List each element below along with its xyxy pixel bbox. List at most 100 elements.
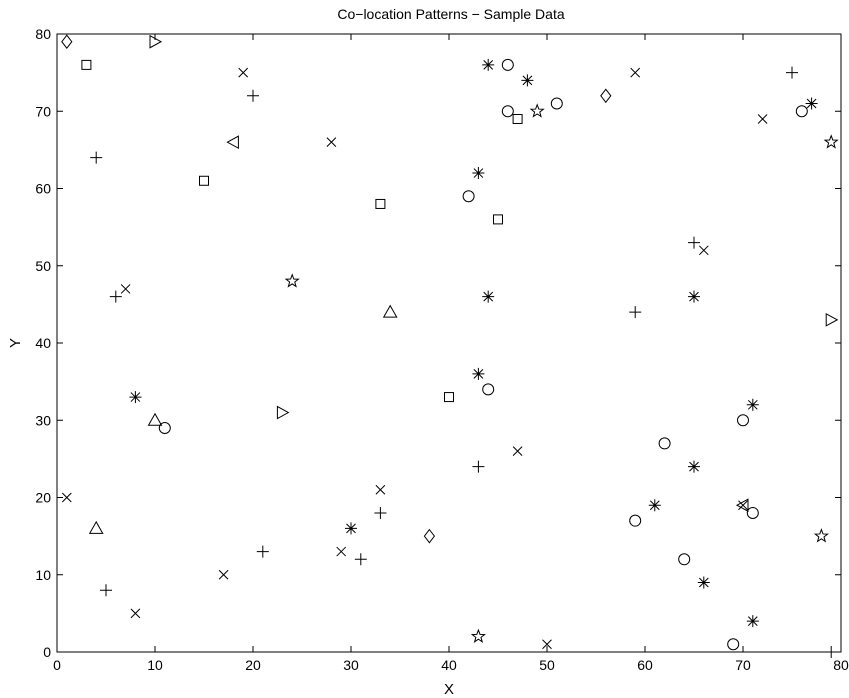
x-marker [120, 284, 131, 294]
circle-marker [550, 97, 563, 110]
star-marker [472, 367, 485, 380]
plus-marker [354, 553, 367, 566]
x-marker [630, 67, 641, 78]
x-tick-label: 70 [735, 657, 751, 673]
diamond-marker [61, 34, 73, 50]
star-marker [482, 58, 495, 71]
triangle-left-marker [735, 498, 749, 513]
circle-marker [737, 414, 749, 427]
pentagram-marker [529, 103, 545, 118]
y-tick-label: 20 [35, 490, 51, 506]
y-tick-label: 50 [35, 258, 51, 274]
plus-marker [688, 236, 700, 249]
x-tick-label: 80 [833, 657, 849, 673]
star-marker [129, 391, 142, 404]
star-marker [697, 576, 710, 589]
plus-marker [374, 506, 387, 519]
x-tick-label: 0 [53, 657, 61, 673]
x-marker [326, 137, 337, 148]
x-tick-label: 10 [147, 657, 163, 673]
y-tick-label: 0 [43, 644, 51, 660]
square-marker [512, 113, 523, 124]
plus-marker [109, 290, 122, 303]
square-marker [444, 392, 454, 403]
star-marker [482, 290, 495, 303]
plus-marker [90, 151, 103, 164]
x-marker [542, 639, 552, 650]
plus-marker [100, 584, 112, 597]
data-markers [61, 34, 839, 658]
x-tick-label: 40 [441, 657, 457, 673]
square-marker [375, 198, 386, 209]
plus-marker [256, 545, 269, 558]
y-tick-label: 10 [35, 567, 51, 583]
x-marker [130, 608, 141, 619]
circle-marker [462, 190, 475, 203]
triangle-left-marker [226, 135, 239, 149]
pentagram-marker [284, 273, 300, 288]
triangle-up-marker [147, 412, 163, 426]
diamond-marker [600, 88, 612, 104]
circle-marker [727, 638, 740, 651]
x-tick-label: 30 [343, 657, 359, 673]
triangle-right-marker [149, 34, 163, 49]
x-marker [757, 114, 768, 124]
plus-marker [472, 460, 485, 473]
plus-marker [247, 89, 259, 102]
circle-marker [629, 514, 642, 527]
x-tick-label: 50 [539, 657, 555, 673]
triangle-right-marker [276, 405, 290, 420]
star-marker [746, 615, 759, 628]
star-marker [688, 290, 700, 303]
y-tick-label: 40 [35, 335, 51, 351]
star-marker [648, 499, 661, 512]
pentagram-marker [813, 528, 829, 543]
square-marker [199, 175, 209, 186]
star-marker [521, 74, 534, 87]
y-tick-label: 30 [35, 412, 51, 428]
x-marker [61, 492, 72, 503]
x-axis-title: X [444, 681, 454, 698]
star-marker [688, 460, 700, 473]
x-tick-label: 20 [245, 657, 261, 673]
diamond-marker [423, 528, 436, 544]
circle-marker [501, 105, 514, 118]
x-marker [336, 546, 347, 557]
square-marker [493, 214, 503, 225]
plus-marker [825, 646, 838, 658]
triangle-up-marker [88, 520, 104, 534]
triangle-right-marker [825, 312, 839, 327]
circle-marker [501, 58, 514, 71]
axis-ticks: 0 10 20 30 40 50 60 70 80 0 10 20 30 40 50 60 70 80 [35, 26, 849, 673]
axes-box [56, 33, 842, 653]
circle-marker [746, 506, 759, 519]
x-marker [218, 569, 229, 580]
star-marker [472, 167, 485, 180]
x-marker [238, 67, 249, 78]
circle-marker [658, 437, 671, 450]
x-marker [512, 446, 523, 457]
x-marker [698, 245, 709, 256]
pentagram-marker [470, 628, 486, 643]
y-tick-label: 60 [35, 181, 51, 197]
star-marker [805, 97, 818, 110]
y-tick-label: 70 [35, 103, 51, 119]
star-marker [345, 522, 357, 535]
plus-marker [629, 306, 642, 319]
pentagram-marker [823, 134, 839, 149]
triangle-up-marker [382, 304, 398, 318]
circle-marker [795, 105, 808, 118]
plus-marker [786, 66, 798, 79]
y-tick-label: 80 [35, 26, 51, 42]
chart-title: Co−location Patterns − Sample Data [337, 6, 564, 22]
circle-marker [158, 421, 171, 434]
x-marker [738, 500, 748, 511]
x-tick-label: 60 [637, 657, 653, 673]
x-marker [375, 484, 386, 495]
circle-marker [678, 553, 691, 566]
star-marker [746, 398, 759, 411]
y-axis-title: Y [7, 338, 24, 348]
square-marker [81, 59, 92, 70]
plot-area [56, 33, 842, 653]
